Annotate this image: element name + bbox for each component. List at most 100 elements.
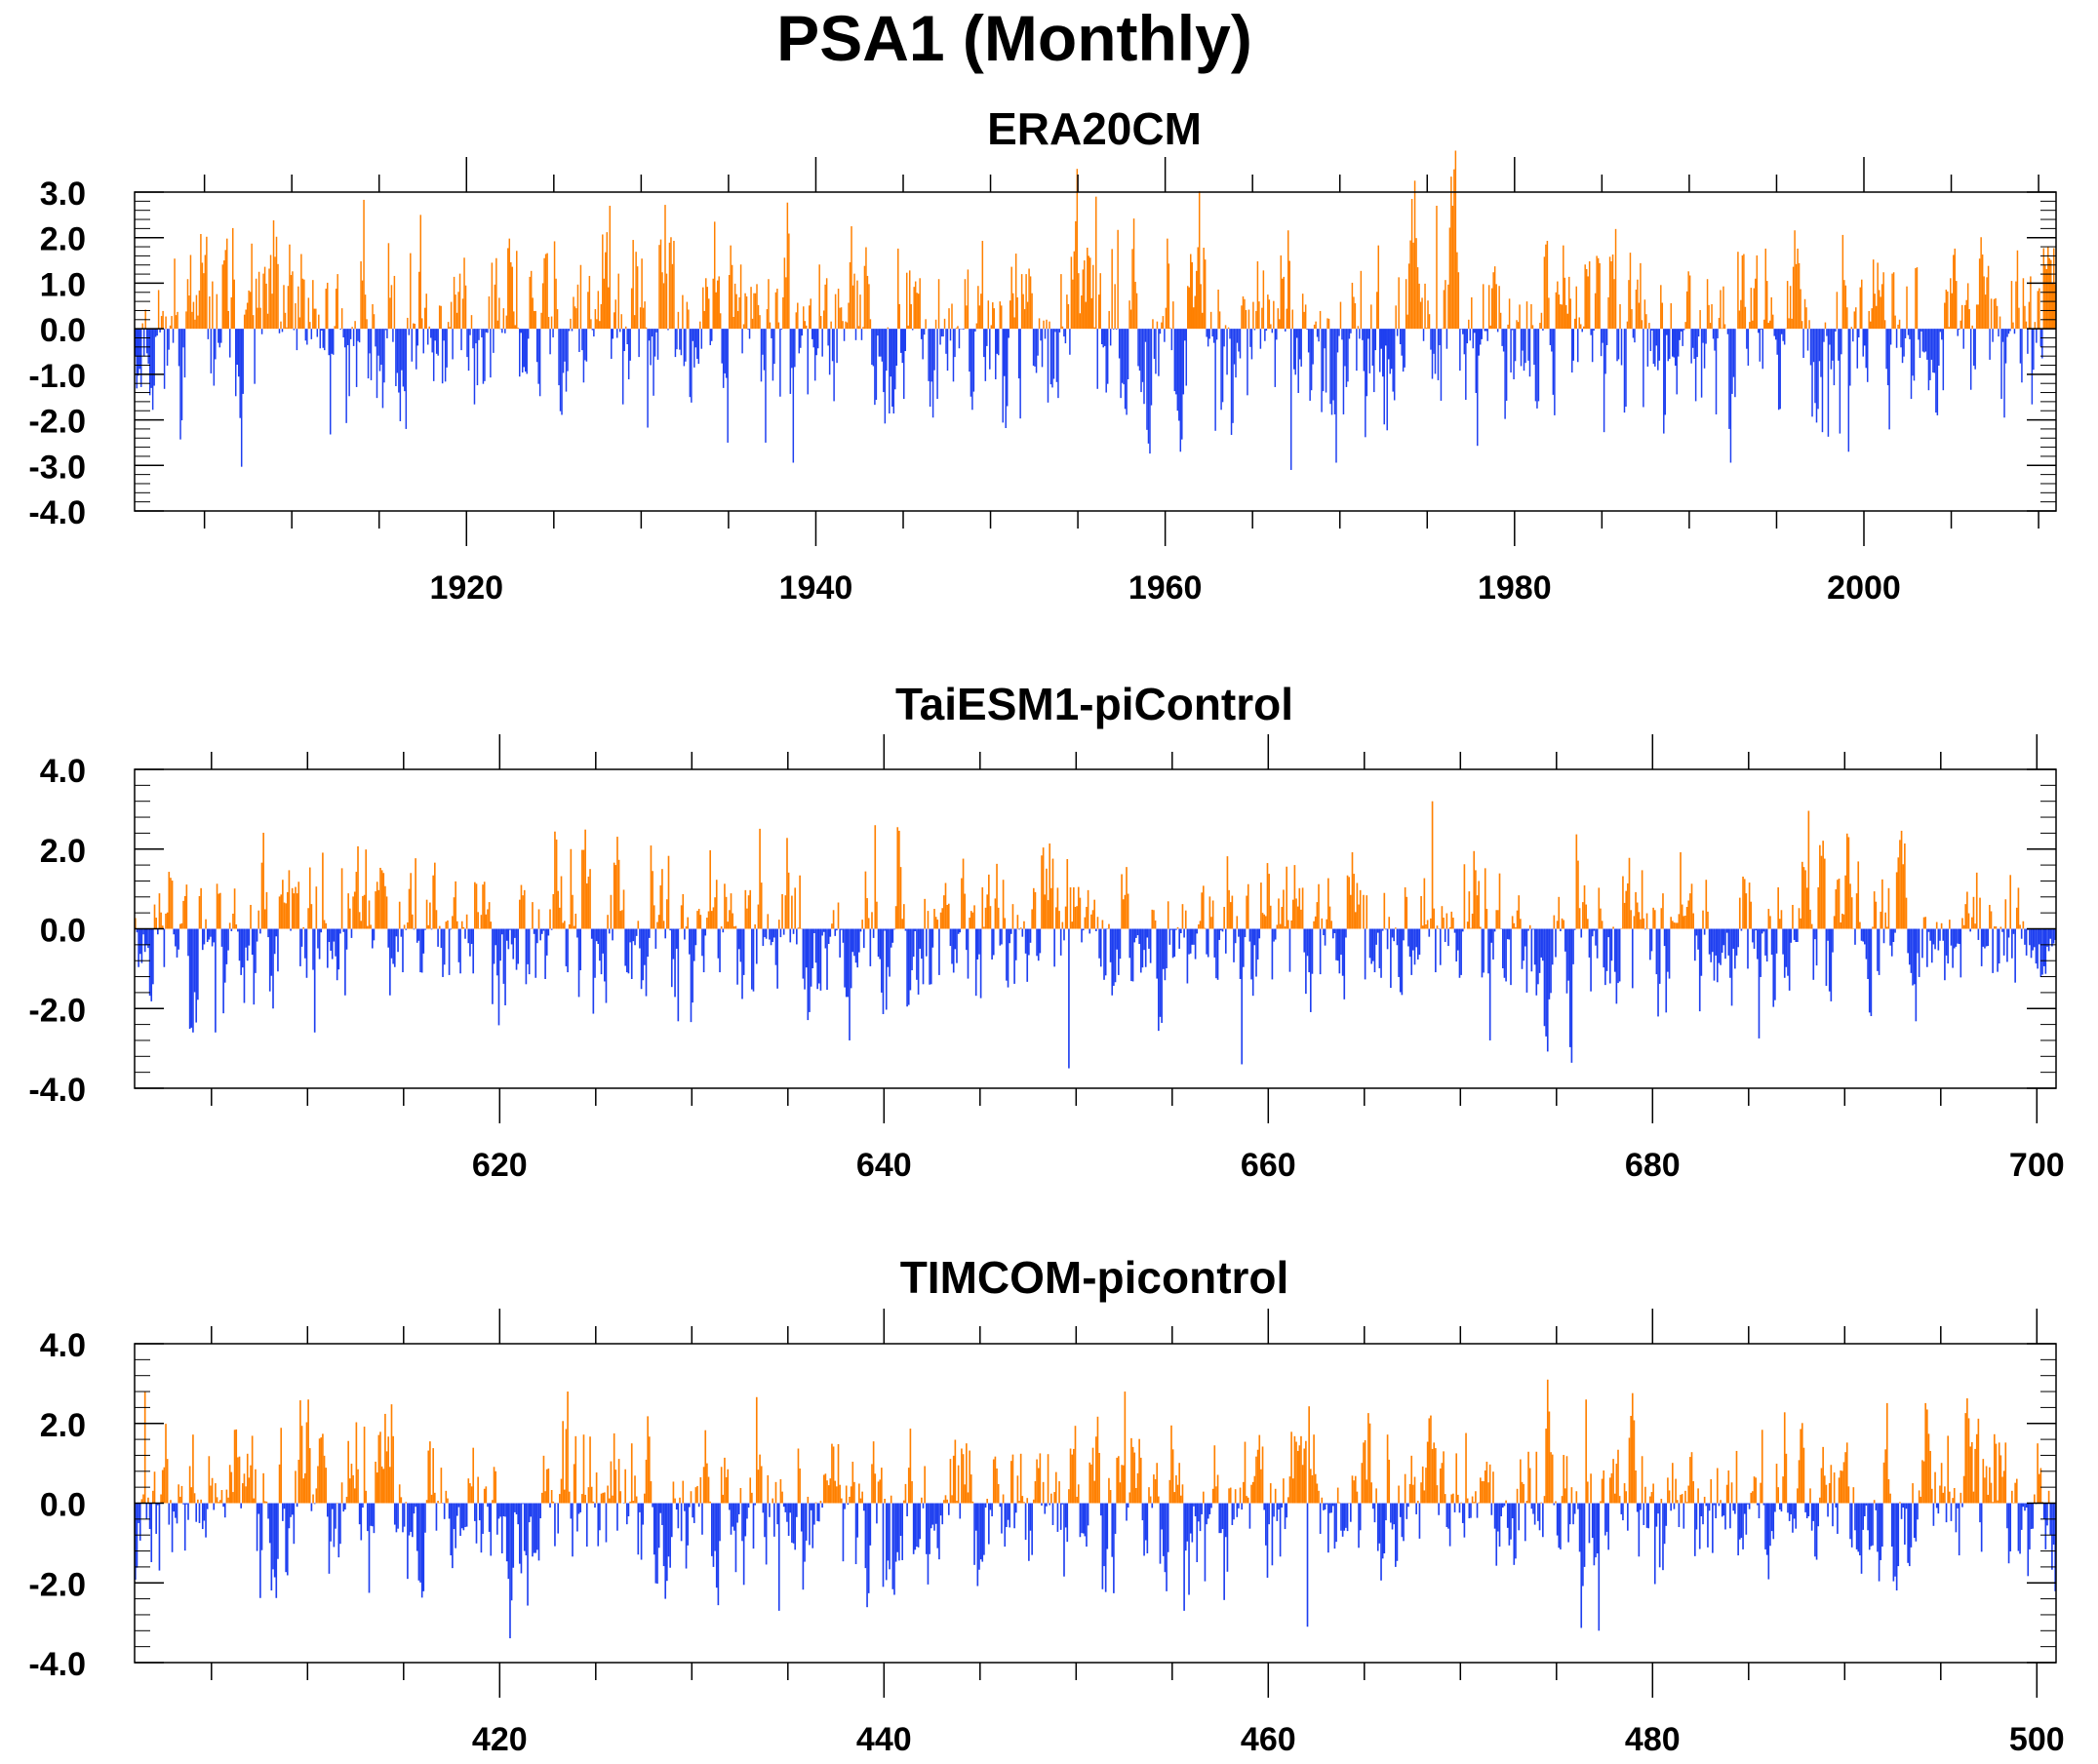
bar xyxy=(1783,329,1786,345)
bar xyxy=(430,1494,433,1504)
bar xyxy=(1501,928,1504,968)
bar xyxy=(1954,248,1957,330)
bar xyxy=(1445,329,1448,349)
bar xyxy=(1882,1462,1885,1504)
bar xyxy=(192,1434,194,1504)
bar xyxy=(1438,1503,1440,1515)
bar xyxy=(1283,1478,1285,1504)
bar xyxy=(342,329,344,338)
bar xyxy=(1774,1503,1776,1512)
x-tick-label: 2000 xyxy=(1827,569,1901,607)
bar xyxy=(1209,311,1212,330)
bar xyxy=(433,862,436,929)
bar xyxy=(1588,1503,1591,1544)
bar xyxy=(175,315,178,330)
bar xyxy=(1657,928,1659,1017)
bar xyxy=(1076,1496,1078,1504)
bar xyxy=(1430,1415,1432,1504)
bar xyxy=(1530,928,1533,972)
bar xyxy=(1935,921,1938,929)
bar xyxy=(787,1503,790,1537)
bar xyxy=(1912,1483,1914,1504)
bar xyxy=(1832,329,1834,361)
bar xyxy=(1993,298,1996,330)
bar xyxy=(1251,1481,1254,1504)
bar xyxy=(325,1468,327,1504)
bar xyxy=(899,867,902,929)
bar xyxy=(385,896,388,929)
bar xyxy=(1918,928,1920,977)
bar xyxy=(1231,895,1234,929)
bar xyxy=(1601,921,1603,929)
bar xyxy=(1738,897,1741,929)
bar xyxy=(1769,1503,1771,1547)
bar xyxy=(1944,1486,1946,1504)
bar xyxy=(218,1502,220,1504)
bar xyxy=(881,329,884,362)
bar xyxy=(540,928,543,934)
bar xyxy=(1945,289,1948,330)
bar xyxy=(1734,1503,1736,1514)
bar xyxy=(1894,1503,1896,1577)
bar xyxy=(1745,893,1748,929)
bar xyxy=(511,266,514,330)
bar xyxy=(919,928,922,949)
bar xyxy=(597,928,600,945)
bar xyxy=(1843,280,1845,330)
bar xyxy=(318,314,320,330)
bar xyxy=(1238,1503,1240,1509)
bar xyxy=(1612,1459,1614,1504)
bar xyxy=(1563,1455,1565,1504)
bar xyxy=(927,911,930,929)
bar xyxy=(1296,906,1299,929)
bar xyxy=(1889,329,1892,345)
bar xyxy=(1051,1503,1054,1525)
bar xyxy=(951,1495,953,1504)
bar xyxy=(425,899,428,929)
bar xyxy=(263,266,266,330)
bar xyxy=(289,244,291,330)
bar xyxy=(1034,1481,1037,1504)
bar xyxy=(1121,1465,1123,1504)
bar xyxy=(1306,1503,1309,1627)
bar xyxy=(912,1503,915,1554)
bar xyxy=(1420,1482,1422,1504)
bar xyxy=(219,1500,221,1504)
bar xyxy=(1250,1484,1252,1504)
bar xyxy=(1641,320,1643,330)
bar xyxy=(274,256,276,330)
bar xyxy=(787,872,790,929)
bar xyxy=(1350,894,1352,929)
bar xyxy=(1841,234,1844,330)
bar xyxy=(552,893,555,929)
bar xyxy=(467,928,470,944)
bar xyxy=(1084,917,1087,929)
bar xyxy=(1805,307,1807,330)
bar xyxy=(2028,301,2031,330)
bar xyxy=(267,928,269,938)
bar xyxy=(1990,298,1993,330)
bar xyxy=(856,280,858,330)
bar xyxy=(1207,329,1209,347)
bar xyxy=(1029,276,1032,330)
bar xyxy=(762,928,765,947)
bar xyxy=(1571,329,1573,372)
bar xyxy=(453,897,455,929)
bar xyxy=(1505,329,1508,401)
bar xyxy=(1490,928,1493,943)
bar xyxy=(245,928,247,948)
bar xyxy=(1141,928,1144,968)
bar xyxy=(1687,271,1689,330)
bar xyxy=(1897,1503,1900,1567)
bar xyxy=(1522,329,1524,351)
bar xyxy=(1792,266,1795,330)
bar xyxy=(300,1426,303,1504)
bar xyxy=(1847,329,1850,452)
bar xyxy=(1514,329,1517,362)
bar xyxy=(1005,329,1007,428)
bar xyxy=(927,1503,930,1585)
bar xyxy=(1871,308,1873,330)
bar xyxy=(858,928,860,953)
bar xyxy=(310,329,313,339)
bar xyxy=(909,1429,912,1504)
